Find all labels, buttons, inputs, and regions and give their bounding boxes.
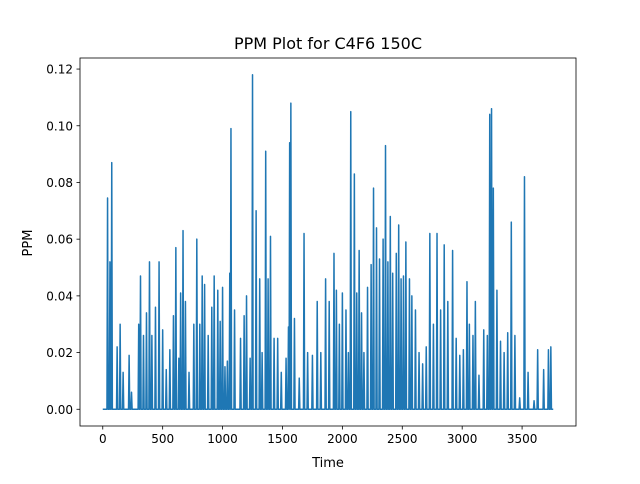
ppm-series-line bbox=[102, 73, 554, 411]
y-tick-label: 0.08 bbox=[46, 176, 73, 190]
y-tick-label: 0.12 bbox=[46, 63, 73, 77]
axes: 0 500 1000 1500 2000 2500 3000 3500 0.00 0.02 0.04… bbox=[46, 57, 577, 446]
x-tick-label: 2500 bbox=[387, 432, 418, 446]
plot-area bbox=[102, 73, 554, 411]
x-tick-label: 500 bbox=[151, 432, 174, 446]
x-tick-label: 3000 bbox=[447, 432, 478, 446]
x-tick-label: 2000 bbox=[327, 432, 358, 446]
y-tick-label: 0.02 bbox=[46, 346, 73, 360]
y-axis-label: PPM bbox=[21, 230, 36, 257]
y-tick-label: 0.06 bbox=[46, 233, 73, 247]
x-tick-label: 1000 bbox=[207, 432, 238, 446]
x-tick-label: 3500 bbox=[507, 432, 538, 446]
y-tick-label: 0.00 bbox=[46, 403, 73, 417]
y-tick-label: 0.04 bbox=[46, 289, 73, 303]
chart-title: PPM Plot for C4F6 150C bbox=[234, 34, 422, 53]
y-tick-label: 0.10 bbox=[46, 119, 73, 133]
x-axis-label: Time bbox=[311, 456, 344, 471]
x-tick-label: 0 bbox=[99, 432, 107, 446]
x-tick-label: 1500 bbox=[267, 432, 298, 446]
axes-frame bbox=[79, 57, 577, 427]
